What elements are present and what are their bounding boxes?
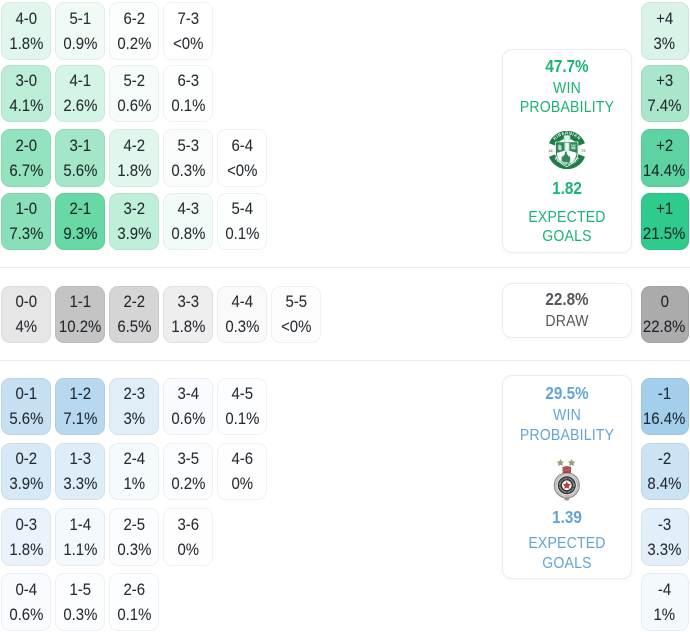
svg-text:75: 75 bbox=[581, 148, 586, 153]
svg-text:18: 18 bbox=[548, 148, 553, 153]
